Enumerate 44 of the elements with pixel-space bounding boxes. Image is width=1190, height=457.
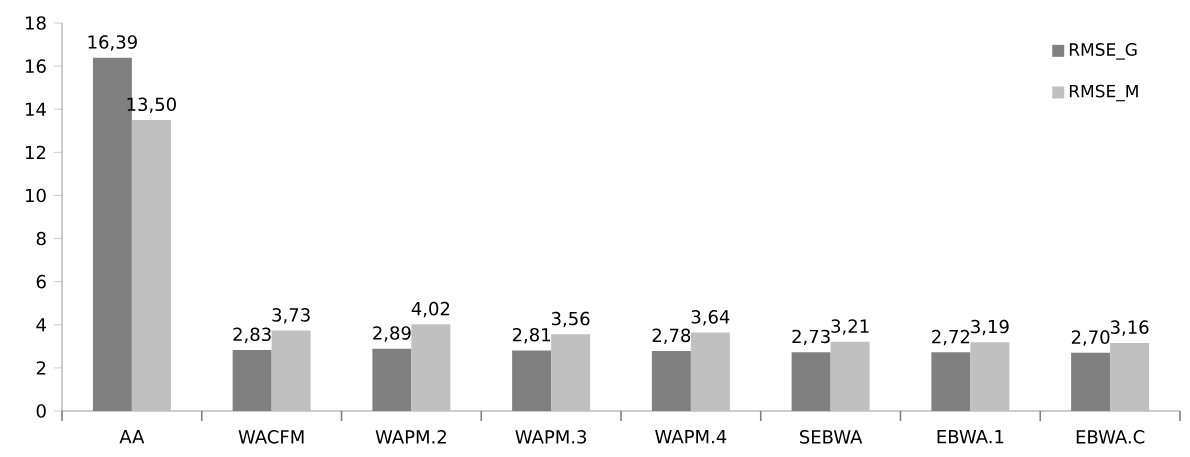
data-label: 3,21 (831, 319, 869, 335)
bar (131, 120, 171, 411)
y-tick-label: 16 (26, 59, 46, 73)
x-tick-label: SEBWA (800, 430, 863, 444)
bar (551, 334, 591, 411)
bar (830, 341, 870, 411)
data-label: 13,50 (127, 97, 176, 113)
data-label: 16,39 (88, 35, 137, 51)
x-tick-label: WAPM.4 (655, 430, 727, 444)
data-label: 4,02 (411, 301, 450, 318)
y-tick-label: 8 (36, 231, 46, 246)
y-tick-label: 2 (36, 361, 46, 375)
y-tick-label: 6 (36, 274, 46, 289)
y-tick-label: 0 (36, 404, 46, 418)
data-label: 2,70 (1071, 330, 1110, 346)
x-tick-label: WAPM.2 (375, 430, 446, 444)
data-label: 2,73 (792, 329, 830, 346)
data-label: 3,16 (1110, 320, 1149, 336)
data-label: 2,72 (932, 329, 970, 346)
x-tick-label: EBWA.C (1076, 430, 1145, 444)
bar (271, 330, 311, 411)
y-tick-label: 14 (26, 102, 46, 116)
legend-label: RMSE_M (1069, 84, 1138, 102)
y-tick-label: 18 (26, 16, 46, 30)
bar (1110, 342, 1150, 411)
data-label: 2,83 (233, 327, 271, 343)
bar (411, 324, 451, 411)
data-label: 3,73 (272, 308, 310, 324)
x-tick-label: EBWA.1 (937, 430, 1004, 444)
x-tick-label: WACFM (238, 430, 304, 444)
data-label: 3,64 (691, 310, 730, 326)
y-tick-label: 12 (26, 145, 46, 160)
data-label: 2,89 (373, 326, 411, 342)
data-label: 3,56 (551, 311, 590, 328)
data-label: 3,19 (971, 319, 1009, 336)
y-tick-label: 10 (26, 188, 46, 203)
y-tick-label: 4 (36, 318, 46, 332)
bar (970, 342, 1010, 411)
data-label: 2,81 (512, 327, 550, 344)
x-tick-label: AA (119, 430, 145, 444)
bar (690, 332, 730, 411)
legend-label: RMSE_G (1069, 43, 1137, 60)
data-label: 2,78 (652, 328, 691, 345)
x-tick-label: WAPM.3 (515, 430, 587, 444)
